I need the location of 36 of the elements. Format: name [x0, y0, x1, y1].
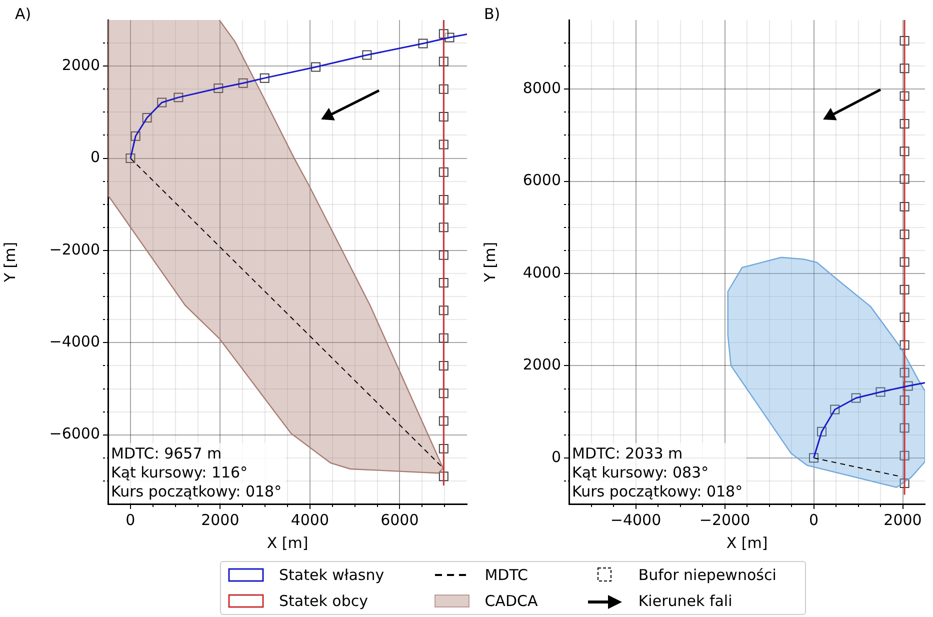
- x-tick-label: 0: [126, 510, 136, 529]
- y-tick-label: 0: [90, 148, 100, 166]
- x-tick-label: −2000: [699, 510, 750, 529]
- annotation: MDTC: 2033 m: [572, 444, 683, 462]
- chart-title: A): [15, 5, 32, 23]
- legend-label: Bufor niepewności: [638, 566, 776, 584]
- y-tick-label: −4000: [49, 332, 100, 351]
- y-axis-title: Y [m]: [0, 242, 19, 284]
- x-tick-label: 6000: [380, 510, 419, 529]
- annotation: Kurs początkowy: 018°: [572, 482, 743, 500]
- legend-label: Statek obcy: [279, 592, 368, 610]
- x-tick-label: 2000: [884, 510, 922, 529]
- chart-title: B): [484, 5, 500, 23]
- y-tick-label: 2000: [62, 56, 100, 74]
- y-tick-label: 0: [551, 448, 561, 466]
- annotation: Kąt kursowy: 083°: [572, 463, 709, 482]
- legend-label: MDTC: [484, 566, 528, 584]
- y-tick-label: 6000: [522, 171, 561, 190]
- x-tick-label: 4000: [290, 510, 330, 529]
- annotation: MDTC: 9657 m: [111, 444, 222, 462]
- legend-label: CADCA: [484, 592, 538, 610]
- x-tick-label: 2000: [201, 510, 240, 529]
- annotation: Kąt kursowy: 116°: [111, 463, 248, 482]
- x-axis-title: X [m]: [266, 534, 308, 552]
- y-axis-title: Y [m]: [480, 242, 499, 284]
- y-tick-label: −6000: [49, 424, 100, 443]
- x-axis-title: X [m]: [726, 534, 768, 552]
- y-tick-label: −2000: [49, 240, 100, 258]
- legend-label: Kierunek fali: [638, 592, 732, 610]
- y-tick-label: 2000: [522, 356, 561, 374]
- x-tick-label: −4000: [610, 510, 662, 529]
- x-tick-label: 0: [808, 510, 819, 529]
- annotation: Kurs początkowy: 018°: [111, 482, 282, 500]
- y-tick-label: 8000: [522, 79, 561, 98]
- y-tick-label: 4000: [522, 263, 561, 282]
- legend-label: Statek własny: [279, 566, 384, 584]
